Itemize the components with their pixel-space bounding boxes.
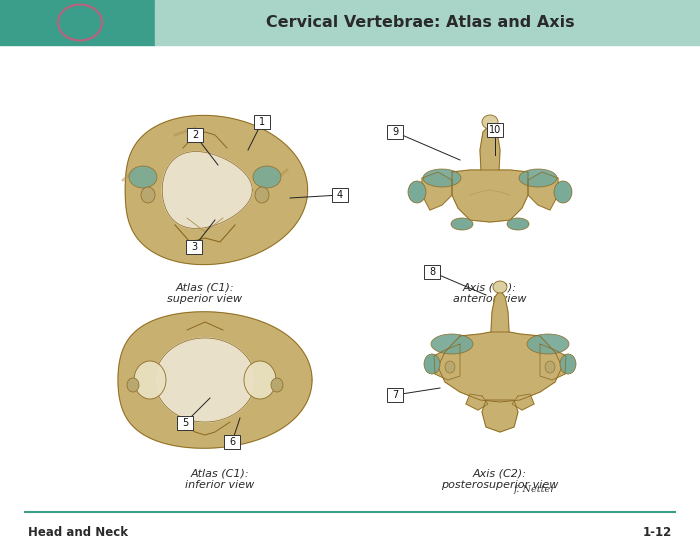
Text: 5: 5 — [182, 418, 188, 428]
Ellipse shape — [127, 378, 139, 392]
Polygon shape — [434, 344, 460, 380]
Text: Atlas (C1):
superior view: Atlas (C1): superior view — [167, 282, 243, 304]
Text: 1-12: 1-12 — [643, 525, 672, 538]
Bar — [387, 388, 403, 402]
Ellipse shape — [545, 361, 555, 373]
Polygon shape — [466, 394, 488, 410]
Ellipse shape — [244, 361, 276, 399]
Text: Axis (C2):
anterior view: Axis (C2): anterior view — [454, 282, 526, 304]
Bar — [186, 240, 202, 254]
Ellipse shape — [507, 218, 529, 230]
Text: 8: 8 — [429, 267, 435, 277]
Bar — [332, 188, 348, 202]
Polygon shape — [512, 394, 534, 410]
Text: 10: 10 — [489, 125, 501, 135]
Polygon shape — [491, 290, 509, 332]
Text: 2: 2 — [192, 130, 198, 140]
Ellipse shape — [431, 334, 473, 354]
Polygon shape — [155, 338, 255, 422]
Polygon shape — [125, 116, 307, 265]
Polygon shape — [480, 125, 500, 170]
Bar — [424, 265, 440, 279]
Text: Cervical Vertebrae: Atlas and Axis: Cervical Vertebrae: Atlas and Axis — [266, 15, 574, 30]
Ellipse shape — [255, 187, 269, 203]
Polygon shape — [528, 172, 558, 210]
Ellipse shape — [554, 181, 572, 203]
Polygon shape — [118, 312, 312, 448]
Ellipse shape — [493, 281, 507, 293]
Ellipse shape — [527, 334, 569, 354]
Text: 4: 4 — [337, 190, 343, 200]
Text: Atlas (C1):
inferior view: Atlas (C1): inferior view — [186, 468, 255, 490]
Polygon shape — [438, 332, 562, 402]
Polygon shape — [540, 344, 566, 380]
Ellipse shape — [445, 361, 455, 373]
Ellipse shape — [271, 378, 283, 392]
Bar — [487, 123, 503, 137]
Bar — [155, 0, 700, 45]
Text: f. Netter: f. Netter — [514, 486, 556, 494]
Polygon shape — [482, 400, 518, 432]
Ellipse shape — [408, 181, 426, 203]
Ellipse shape — [482, 115, 498, 129]
Bar — [224, 435, 240, 449]
Bar — [0, 0, 155, 45]
Bar — [187, 128, 203, 142]
Polygon shape — [422, 172, 452, 210]
Text: Head and Neck: Head and Neck — [28, 525, 128, 538]
Ellipse shape — [141, 187, 155, 203]
Ellipse shape — [519, 169, 557, 187]
Text: 1: 1 — [259, 117, 265, 127]
Ellipse shape — [424, 354, 440, 374]
Ellipse shape — [253, 166, 281, 188]
Text: 3: 3 — [191, 242, 197, 252]
Text: 9: 9 — [392, 127, 398, 137]
Ellipse shape — [560, 354, 576, 374]
Ellipse shape — [423, 169, 461, 187]
Text: Axis (C2):
posterosuperior view: Axis (C2): posterosuperior view — [441, 468, 559, 490]
Text: 7: 7 — [392, 390, 398, 400]
Polygon shape — [452, 170, 528, 222]
Bar — [387, 125, 403, 139]
Ellipse shape — [134, 361, 166, 399]
Ellipse shape — [129, 166, 157, 188]
Text: 6: 6 — [229, 437, 235, 447]
Bar — [254, 115, 270, 129]
Bar — [177, 416, 193, 430]
Polygon shape — [162, 152, 252, 228]
Ellipse shape — [451, 218, 473, 230]
